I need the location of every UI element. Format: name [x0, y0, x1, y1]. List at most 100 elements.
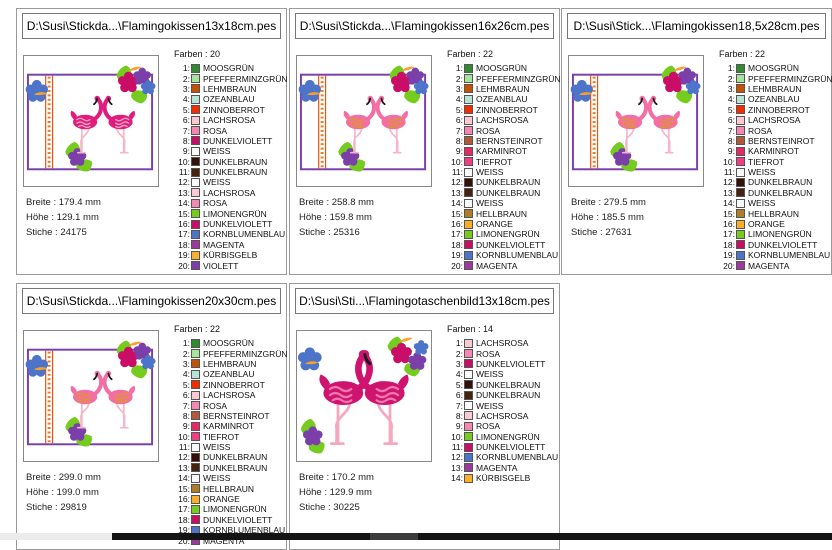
- color-name: ZINNOBERROT: [748, 104, 810, 115]
- color-row: 14: KÜRBISGELB: [447, 473, 559, 483]
- color-name: LIMONENGRÜN: [476, 431, 540, 442]
- color-name: LEHMBRAUN: [203, 358, 257, 369]
- color-swatch: [464, 390, 473, 400]
- design-panel[interactable]: D:\Susi\Stick...\Flamingokissen18,5x28cm…: [561, 8, 832, 275]
- color-name: BERNSTEINROT: [203, 410, 270, 421]
- design-panel[interactable]: D:\Susi\Sti...\Flamingotaschenbild13x18c…: [289, 283, 560, 550]
- design-panel[interactable]: D:\Susi\Stickda...\Flamingokissen20x30cm…: [16, 283, 288, 550]
- color-number: 5:: [455, 104, 463, 115]
- design-panel[interactable]: D:\Susi\Stickda...\Flamingokissen16x26cm…: [289, 8, 561, 275]
- color-swatch: [191, 209, 200, 219]
- color-row: 19: KORNBLUMENBLAU: [447, 250, 559, 260]
- color-swatch: [191, 74, 200, 84]
- color-name: OZEANBLAU: [203, 94, 255, 105]
- color-name: MOOSGRÜN: [203, 338, 254, 349]
- color-row: 8: BERNSTEINROT: [174, 411, 286, 421]
- color-name: WEISS: [203, 177, 231, 188]
- color-row: 11: DUNKELBRAUN: [174, 167, 286, 177]
- color-number: 14:: [178, 473, 190, 484]
- color-swatch: [191, 126, 200, 136]
- color-name: ZINNOBERROT: [476, 104, 538, 115]
- color-row: 16: ORANGE: [174, 494, 286, 504]
- color-row: 4: OZEANBLAU: [447, 94, 559, 104]
- color-number: 3:: [182, 83, 190, 94]
- color-swatch: [191, 338, 200, 348]
- color-row: 1: MOOSGRÜN: [174, 63, 286, 73]
- color-swatch: [736, 167, 745, 177]
- color-row: 12: DUNKELBRAUN: [174, 452, 286, 462]
- color-row: 3: DUNKELVIOLETT: [447, 359, 559, 369]
- color-swatch: [464, 198, 473, 208]
- color-row: 10: DUNKELBRAUN: [174, 157, 286, 167]
- color-swatch: [191, 229, 200, 239]
- color-row: 4: WEISS: [447, 369, 559, 379]
- color-swatch: [464, 452, 473, 462]
- color-number: 4:: [182, 369, 190, 380]
- color-swatch: [191, 105, 200, 115]
- color-name: LACHSROSA: [203, 115, 256, 126]
- color-number: 12:: [451, 177, 463, 188]
- color-swatch: [191, 261, 200, 271]
- color-swatch: [191, 484, 200, 494]
- color-row: 9: KARMINROT: [174, 421, 286, 431]
- color-row: 6: LACHSROSA: [174, 390, 286, 400]
- color-row: 7: WEISS: [447, 400, 559, 411]
- color-number: 14:: [178, 198, 190, 209]
- taskbar-gap: [0, 533, 112, 540]
- color-swatch: [464, 136, 473, 146]
- color-row: 1: MOOSGRÜN: [719, 63, 831, 73]
- color-number: 2:: [455, 73, 463, 84]
- color-name: KÜRBISGELB: [476, 473, 531, 484]
- color-row: 9: WEISS: [174, 146, 286, 156]
- taskbar-segment: [370, 533, 418, 540]
- color-swatch: [191, 390, 200, 400]
- color-name: ROSA: [476, 125, 501, 136]
- color-number: 18:: [451, 239, 463, 250]
- color-swatch: [191, 250, 200, 260]
- color-row: 2: PFEFFERMINZGRÜN: [174, 348, 288, 359]
- design-panel[interactable]: D:\Susi\Stickda...\Flamingokissen13x18cm…: [16, 8, 288, 275]
- color-number: 10:: [178, 156, 190, 167]
- color-row: 18: DUNKELVIOLETT: [174, 515, 286, 525]
- color-swatch: [191, 369, 200, 379]
- color-number: 15:: [723, 208, 735, 219]
- color-name: HELLBRAUN: [203, 483, 255, 494]
- color-swatch: [736, 198, 745, 208]
- color-number: 16:: [178, 219, 190, 230]
- color-row: 15: HELLBRAUN: [447, 208, 559, 219]
- color-name: MOOSGRÜN: [203, 63, 254, 74]
- color-name: OZEANBLAU: [203, 369, 255, 380]
- color-swatch: [464, 261, 473, 271]
- color-swatch: [191, 380, 200, 390]
- color-number: 9:: [182, 421, 190, 432]
- design-preview: [296, 330, 432, 462]
- color-name: DUNKELVIOLETT: [476, 358, 546, 369]
- color-name: DUNKELVIOLETT: [203, 514, 273, 525]
- color-swatch: [464, 177, 473, 187]
- color-number: 15:: [451, 208, 463, 219]
- color-name: BERNSTEINROT: [476, 135, 543, 146]
- color-number: 11:: [178, 442, 190, 453]
- stitches-value: Stiche : 29819: [26, 502, 87, 513]
- color-row: 7: ROSA: [719, 125, 831, 136]
- color-name: LIMONENGRÜN: [476, 229, 540, 240]
- color-row: 11: DUNKELVIOLETT: [447, 442, 559, 452]
- color-name: WEISS: [748, 167, 776, 178]
- color-row: 16: ORANGE: [719, 219, 831, 229]
- taskbar-strip[interactable]: [112, 533, 832, 540]
- color-row: 12: KORNBLUMENBLAU: [447, 452, 559, 462]
- color-swatch: [191, 349, 200, 359]
- color-swatch: [736, 250, 745, 260]
- color-number: 2:: [727, 73, 735, 84]
- color-number: 8:: [182, 135, 190, 146]
- color-number: 1:: [182, 63, 190, 74]
- color-number: 3:: [455, 83, 463, 94]
- color-number: 16:: [178, 494, 190, 505]
- color-name: ROSA: [748, 125, 773, 136]
- color-row: 19: KÜRBISGELB: [174, 250, 286, 260]
- color-row: 17: LIMONENGRÜN: [174, 504, 286, 514]
- color-number: 17:: [723, 229, 735, 240]
- color-name: DUNKELBRAUN: [203, 167, 268, 178]
- color-name: ORANGE: [476, 219, 513, 230]
- color-name: WEISS: [476, 198, 504, 209]
